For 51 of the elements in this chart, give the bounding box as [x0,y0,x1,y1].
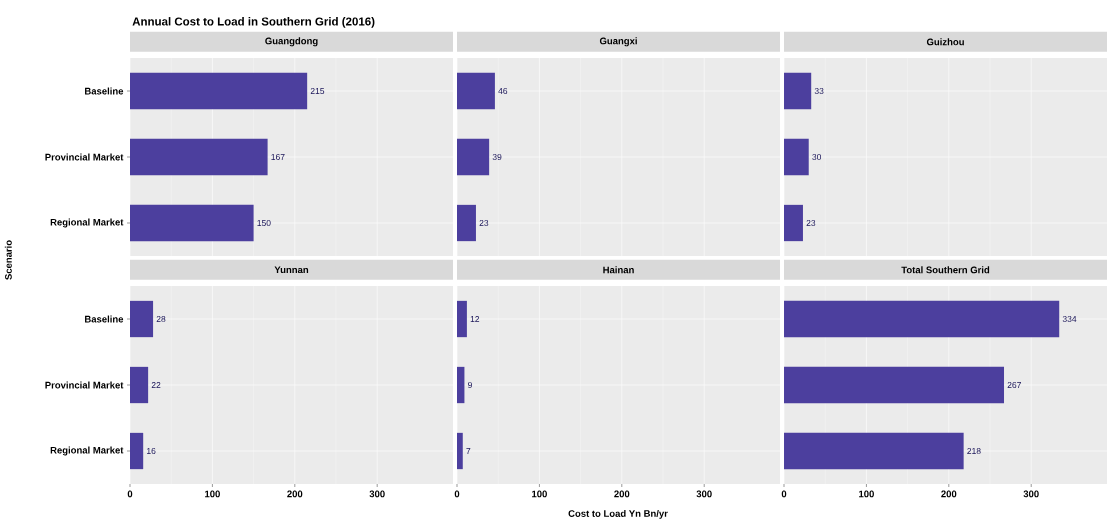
text: Annual Cost to Load in Southern Grid (2016) [132,17,375,28]
y-tick-label: Regional Market [50,446,124,456]
data-label: 33 [814,88,824,95]
bar [784,432,964,470]
data-label: 39 [492,154,502,160]
x-tick-label: 100 [205,490,220,498]
x-tick-label: 0 [127,490,133,498]
x-tick-label: 300 [696,490,712,498]
x-tick-label: 100 [532,490,547,498]
bar [130,300,154,338]
data-label: 7 [466,448,471,454]
x-tick-label: 0 [454,490,460,498]
data-label: 267 [1007,382,1021,389]
chart-title: Guangxi [599,37,637,47]
data-label: 28 [156,316,166,323]
data-label: 30 [812,154,822,160]
chart-title: Yunnan [274,266,309,274]
chart-title: Total Southern Grid [901,266,990,274]
chart-title: Guizhou [926,38,964,46]
chart-title: Guangdong [265,37,318,47]
x-tick-label: 200 [287,490,303,498]
x-tick-label: 300 [1023,490,1039,498]
data-label: 12 [470,316,480,322]
data-label: 46 [498,88,508,95]
bar [784,366,1005,404]
bar [130,432,144,470]
data-label: 150 [257,220,271,226]
chart-title: Hainan [603,266,634,274]
data-label: 23 [479,220,489,226]
bar [130,366,149,404]
data-label: 23 [806,220,816,226]
x-tick-label: 200 [941,490,957,498]
x-tick-label: 100 [859,490,874,498]
data-label: 167 [271,154,285,160]
x-tick-label: 0 [781,490,787,498]
data-label: 334 [1062,316,1077,323]
data-label: 9 [468,382,472,389]
y-tick-label: Provincial Market [45,153,124,161]
data-label: 215 [310,88,325,95]
x-tick-label: 200 [614,490,630,498]
x-tick-label: 300 [369,490,385,498]
bar [784,300,1060,338]
data-label: 218 [967,448,981,455]
y-tick-label: Regional Market [50,218,124,228]
data-label: 22 [151,382,161,388]
y-tick-label: Baseline [85,87,124,95]
x-axis-title: Cost to Load Yn Bn/yr [568,509,668,519]
y-tick-label: Provincial Market [45,381,124,389]
data-label: 16 [147,448,156,455]
y-axis-title: Scenario [4,240,12,280]
y-tick-label: Baseline [85,315,124,323]
